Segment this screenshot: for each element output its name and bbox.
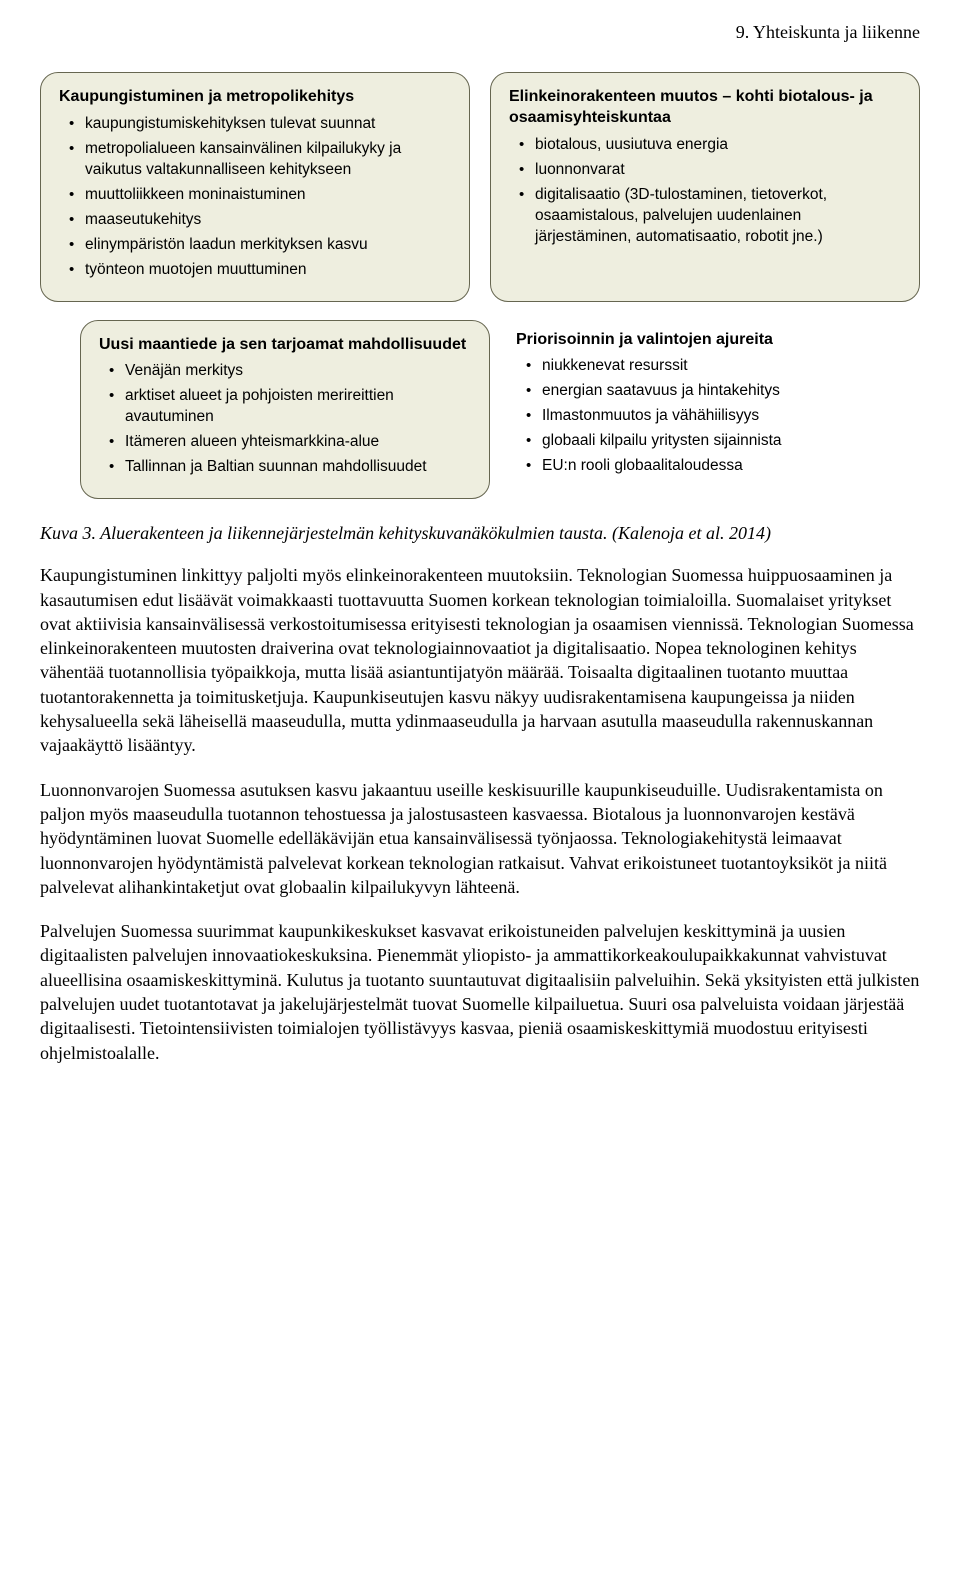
infobox-list: kaupungistumiskehityksen tulevat suunnat… xyxy=(59,114,451,280)
list-item: digitalisaatio (3D-tulostaminen, tietove… xyxy=(515,185,901,248)
list-item: kaupungistumiskehityksen tulevat suunnat xyxy=(65,114,451,135)
list-item: Tallinnan ja Baltian suunnan mahdollisuu… xyxy=(105,457,471,478)
list-item: Itämeren alueen yhteismarkkina-alue xyxy=(105,432,471,453)
list-item: työnteon muotojen muuttuminen xyxy=(65,260,451,281)
page-header: 9. Yhteiskunta ja liikenne xyxy=(40,20,920,44)
body-paragraph: Luonnonvarojen Suomessa asutuksen kasvu … xyxy=(40,778,920,899)
infobox-list: Venäjän merkitys arktiset alueet ja pohj… xyxy=(99,361,471,478)
figure-caption: Kuva 3. Aluerakenteen ja liikennejärjest… xyxy=(40,521,920,545)
infobox-economy: Elinkeinorakenteen muutos – kohti biotal… xyxy=(490,72,920,301)
plainbox-list: niukkenevat resurssit energian saatavuus… xyxy=(516,356,910,477)
list-item: muuttoliikkeen moninaistuminen xyxy=(65,185,451,206)
list-item: maaseutukehitys xyxy=(65,210,451,231)
list-item: metropolialueen kansainvälinen kilpailuk… xyxy=(65,139,451,181)
infobox-row-1: Kaupungistuminen ja metropolikehitys kau… xyxy=(40,72,920,301)
infobox-title: Elinkeinorakenteen muutos – kohti biotal… xyxy=(509,87,901,129)
plainbox-drivers: Priorisoinnin ja valintojen ajureita niu… xyxy=(510,320,920,499)
list-item: Ilmastonmuutos ja vähähiilisyys xyxy=(522,406,910,427)
infobox-title: Uusi maantiede ja sen tarjoamat mahdolli… xyxy=(99,335,471,356)
infobox-urbanization: Kaupungistuminen ja metropolikehitys kau… xyxy=(40,72,470,301)
infobox-title: Kaupungistuminen ja metropolikehitys xyxy=(59,87,451,108)
list-item: Venäjän merkitys xyxy=(105,361,471,382)
list-item: luonnonvarat xyxy=(515,160,901,181)
infobox-row-2: Uusi maantiede ja sen tarjoamat mahdolli… xyxy=(40,320,920,499)
body-paragraph: Kaupungistuminen linkittyy paljolti myös… xyxy=(40,563,920,757)
list-item: elinympäristön laadun merkityksen kasvu xyxy=(65,235,451,256)
list-item: energian saatavuus ja hintakehitys xyxy=(522,381,910,402)
list-item: globaali kilpailu yritysten sijainnista xyxy=(522,431,910,452)
infobox-list: biotalous, uusiutuva energia luonnonvara… xyxy=(509,135,901,248)
list-item: niukkenevat resurssit xyxy=(522,356,910,377)
list-item: EU:n rooli globaalitaloudessa xyxy=(522,456,910,477)
list-item: arktiset alueet ja pohjoisten merireitti… xyxy=(105,386,471,428)
list-item: biotalous, uusiutuva energia xyxy=(515,135,901,156)
infobox-geography: Uusi maantiede ja sen tarjoamat mahdolli… xyxy=(80,320,490,499)
plainbox-title: Priorisoinnin ja valintojen ajureita xyxy=(516,330,910,351)
body-paragraph: Palvelujen Suomessa suurimmat kaupunkike… xyxy=(40,919,920,1065)
